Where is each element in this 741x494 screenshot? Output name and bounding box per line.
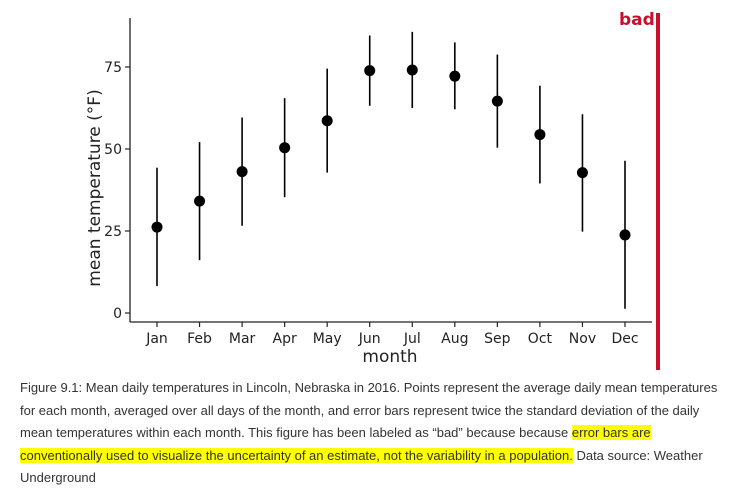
- bad-stamp-label: bad: [619, 10, 655, 30]
- x-tick-label: Apr: [273, 331, 297, 347]
- x-tick-label: Aug: [441, 331, 468, 347]
- data-point-aug: [449, 70, 461, 82]
- data-point-feb: [194, 195, 206, 207]
- y-tick-label: 50: [104, 142, 122, 158]
- x-tick-label: Sep: [484, 331, 511, 347]
- data-point-dec: [619, 229, 631, 241]
- caption-text: Figure 9.1: Mean daily temperatures in L…: [20, 380, 718, 440]
- chart-marks: [151, 31, 631, 309]
- x-tick-label: Jul: [403, 331, 421, 347]
- data-point-jul: [406, 64, 418, 76]
- y-tick-label: 25: [104, 224, 122, 240]
- bad-stamp-bar: [656, 13, 660, 370]
- data-point-nov: [576, 167, 588, 179]
- chart-axes: [129, 18, 652, 323]
- data-point-jun: [364, 65, 376, 77]
- x-axis-title: month: [362, 347, 417, 367]
- data-point-apr: [279, 142, 291, 154]
- y-tick-label: 75: [104, 60, 122, 76]
- data-point-mar: [236, 166, 248, 178]
- y-tick-label: 0: [113, 306, 122, 322]
- x-tick-label: Feb: [187, 331, 212, 347]
- x-tick-label: Jan: [145, 331, 168, 347]
- x-tick-label: Oct: [528, 331, 553, 347]
- x-tick-label: Jun: [358, 331, 381, 347]
- data-point-jan: [151, 221, 163, 233]
- figure-caption: Figure 9.1: Mean daily temperatures in L…: [20, 377, 735, 490]
- y-axis-title: mean temperature (°F): [85, 89, 105, 286]
- x-tick-label: May: [313, 331, 342, 347]
- caption-text-end: Data source: Weather Underground: [20, 447, 703, 486]
- data-point-may: [321, 115, 333, 127]
- x-tick-label: Mar: [229, 331, 256, 347]
- data-point-sep: [491, 95, 503, 107]
- x-tick-label: Dec: [611, 331, 638, 347]
- chart-ticks: 0 25 50 75 Jan Feb Mar Apr May Jun Jul Aug Sep Oct Nov…: [104, 60, 638, 347]
- temperature-chart: 0 25 50 75 Jan Feb Mar Apr May Jun Jul Aug Sep Oct Nov…: [85, 18, 652, 367]
- x-tick-label: Nov: [569, 331, 596, 347]
- data-point-oct: [534, 129, 546, 141]
